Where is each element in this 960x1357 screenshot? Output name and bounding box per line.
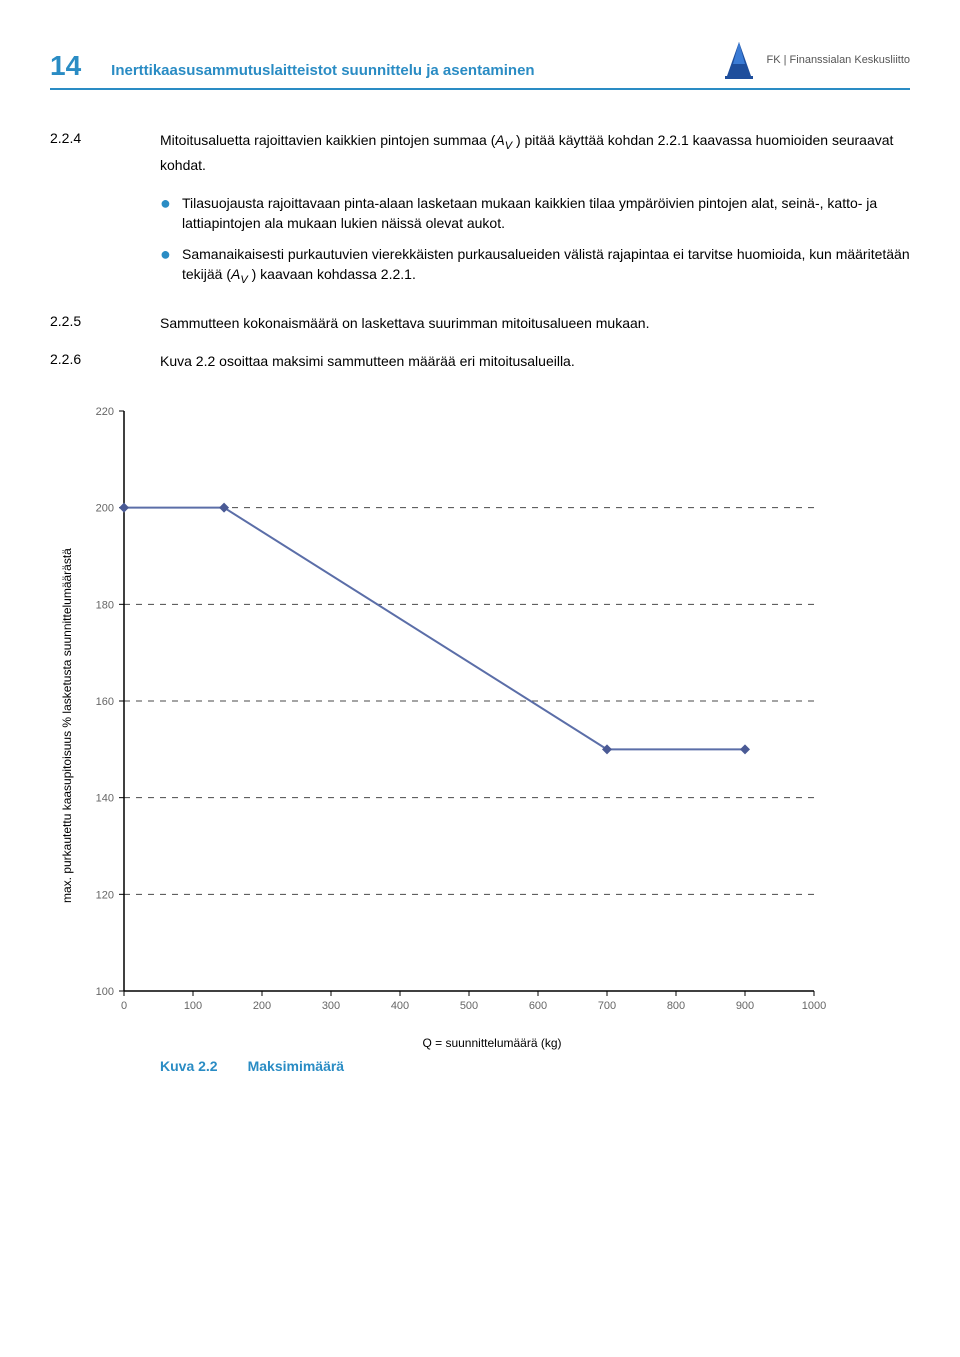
para-content: Sammutteen kokonaismäärä on laskettava s…: [160, 313, 910, 333]
bullet-text: Samanaikaisesti purkautuvien vierekkäist…: [182, 244, 910, 289]
svg-text:160: 160: [96, 696, 114, 708]
paragraph-2-2-5: 2.2.5 Sammutteen kokonaismäärä on lasket…: [50, 313, 910, 333]
caption-text: Maksimimäärä: [248, 1058, 345, 1074]
org-name: FK | Finanssialan Keskusliitto: [767, 54, 910, 66]
document-title: Inerttikaasusammutuslaitteistot suunnitt…: [111, 62, 534, 79]
svg-text:140: 140: [96, 793, 114, 805]
figure-caption: Kuva 2.2 Maksimimäärä: [160, 1058, 910, 1074]
chart-ylabel: max. purkautettu kaasupitoisuus % lasket…: [50, 476, 74, 976]
symbol-av-sub: V: [240, 274, 247, 286]
bullet-icon: ●: [160, 194, 182, 212]
text: ) kaavaan kohdassa 2.2.1.: [248, 266, 416, 282]
svg-text:300: 300: [322, 1000, 340, 1012]
svg-text:700: 700: [598, 1000, 616, 1012]
bullet-icon: ●: [160, 245, 182, 263]
symbol-av-sub: V: [505, 140, 512, 152]
chart-container: max. purkautettu kaasupitoisuus % lasket…: [50, 401, 910, 1050]
svg-text:400: 400: [391, 1000, 409, 1012]
svg-text:500: 500: [460, 1000, 478, 1012]
body-text: 2.2.4 Mitoitusaluetta rajoittavien kaikk…: [50, 130, 910, 371]
paragraph-2-2-4: 2.2.4 Mitoitusaluetta rajoittavien kaikk…: [50, 130, 910, 175]
svg-text:200: 200: [96, 503, 114, 515]
svg-text:800: 800: [667, 1000, 685, 1012]
svg-text:100: 100: [184, 1000, 202, 1012]
svg-text:900: 900: [736, 1000, 754, 1012]
bullet-list: ● Tilasuojausta rajoittavaan pinta-alaan…: [160, 193, 910, 289]
svg-text:600: 600: [529, 1000, 547, 1012]
svg-text:120: 120: [96, 890, 114, 902]
org-logo-icon: [719, 40, 759, 80]
svg-text:200: 200: [253, 1000, 271, 1012]
para-num: 2.2.6: [50, 351, 160, 371]
chart: 100 120 140 160 180 200 220 0 100 200 300 400 500 600…: [74, 401, 910, 1050]
bullet-item: ● Tilasuojausta rajoittavaan pinta-alaan…: [160, 193, 910, 234]
paragraph-2-2-6: 2.2.6 Kuva 2.2 osoittaa maksimi sammutte…: [50, 351, 910, 371]
bullet-text: Tilasuojausta rajoittavaan pinta-alaan l…: [182, 193, 910, 234]
svg-text:1000: 1000: [802, 1000, 826, 1012]
svg-text:0: 0: [121, 1000, 127, 1012]
header-right: FK | Finanssialan Keskusliitto: [719, 40, 910, 80]
svg-text:180: 180: [96, 600, 114, 612]
para-content: Mitoitusaluetta rajoittavien kaikkien pi…: [160, 130, 910, 175]
chart-svg: 100 120 140 160 180 200 220 0 100 200 300 400 500 600…: [74, 401, 834, 1021]
symbol-av: A: [495, 132, 504, 148]
caption-number: Kuva 2.2: [160, 1058, 218, 1074]
header-left: 14 Inerttikaasusammutuslaitteistot suunn…: [50, 52, 535, 80]
page-header: 14 Inerttikaasusammutuslaitteistot suunn…: [50, 40, 910, 90]
para-num: 2.2.4: [50, 130, 160, 175]
page-number: 14: [50, 52, 81, 80]
page: 14 Inerttikaasusammutuslaitteistot suunn…: [0, 0, 960, 1357]
svg-text:100: 100: [96, 986, 114, 998]
symbol-av: A: [231, 266, 240, 282]
para-content: Kuva 2.2 osoittaa maksimi sammutteen mää…: [160, 351, 910, 371]
para-num: 2.2.5: [50, 313, 160, 333]
bullet-item: ● Samanaikaisesti purkautuvien vierekkäi…: [160, 244, 910, 289]
text: Mitoitusaluetta rajoittavien kaikkien pi…: [160, 132, 495, 148]
svg-text:220: 220: [96, 406, 114, 418]
chart-xlabel: Q = suunnittelumäärä (kg): [74, 1036, 910, 1050]
